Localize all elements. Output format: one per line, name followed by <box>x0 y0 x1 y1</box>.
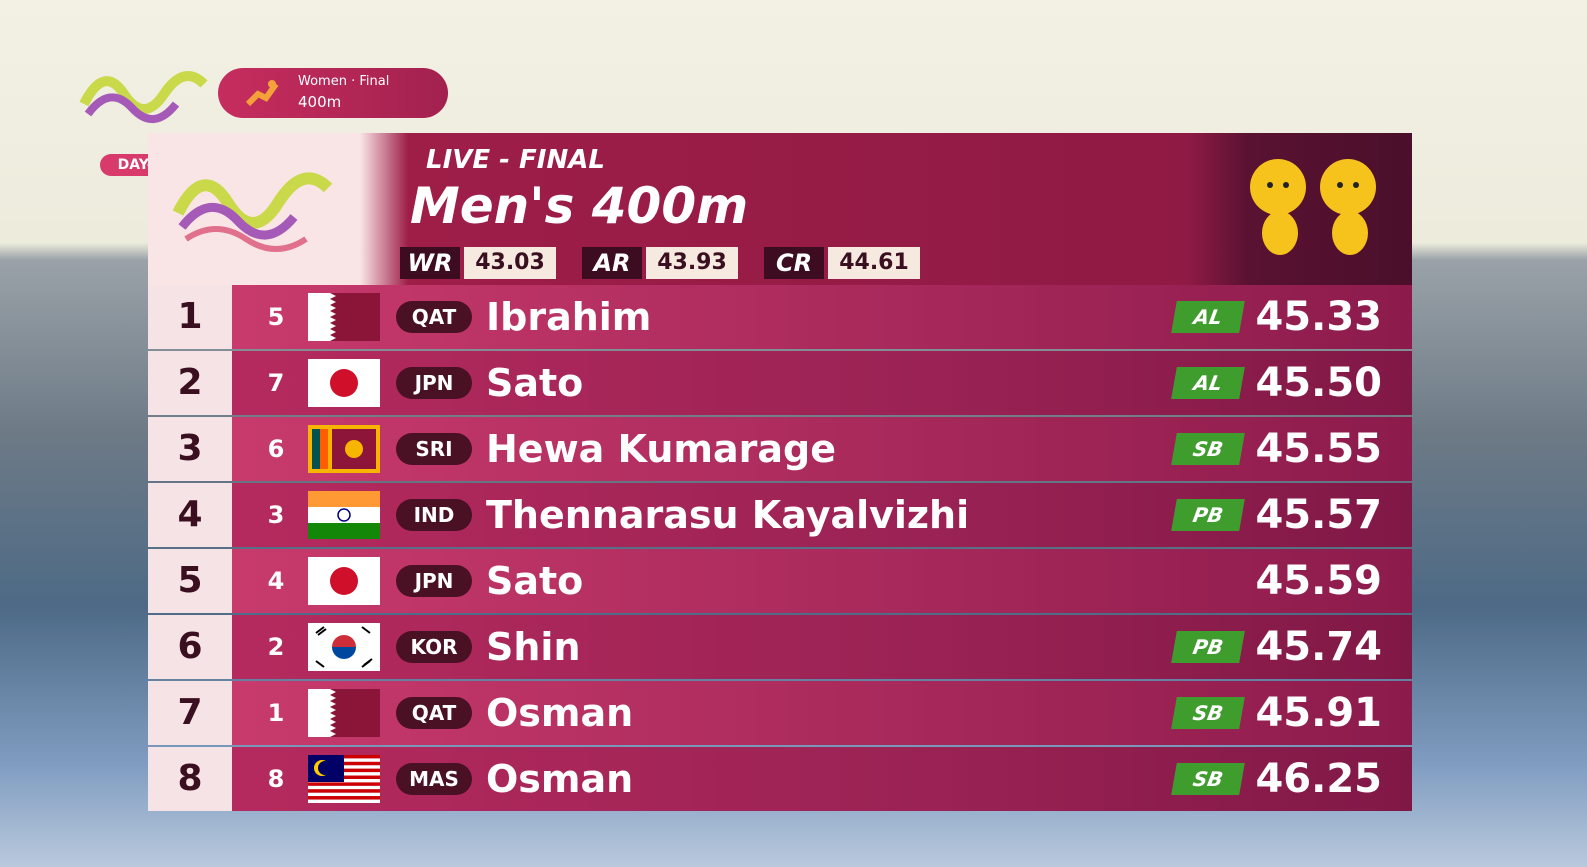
rank: 2 <box>148 351 232 415</box>
lane: 4 <box>267 567 285 595</box>
rank: 8 <box>148 747 232 811</box>
country-code: JPN <box>396 367 472 399</box>
record-value: 44.61 <box>828 247 920 279</box>
lane: 7 <box>267 369 285 397</box>
country-code: SRI <box>396 433 472 465</box>
time: 45.55 <box>1255 426 1382 472</box>
result-row: 7 1 QAT Osman SB 45.91 <box>148 681 1412 747</box>
flag <box>308 491 380 539</box>
event-tag: Women · Final 400m <box>218 68 448 118</box>
flag <box>308 293 380 341</box>
rank: 4 <box>148 483 232 547</box>
lane: 3 <box>267 501 285 529</box>
time: 45.57 <box>1255 492 1382 538</box>
athlete-name: Ibrahim <box>486 295 652 339</box>
flag <box>308 425 380 473</box>
record-value: 43.03 <box>464 247 556 279</box>
athlete-name: Osman <box>486 757 634 801</box>
result-row: 4 3 IND Thennarasu Kayalvizhi PB 45.57 <box>148 483 1412 549</box>
rank: 3 <box>148 417 232 481</box>
result-row: 5 4 JPN Sato 45.59 <box>148 549 1412 615</box>
lane: 8 <box>267 765 285 793</box>
time: 45.74 <box>1255 624 1382 670</box>
result-row: 1 5 QAT Ibrahim AL 45.33 <box>148 285 1412 351</box>
flag <box>308 623 380 671</box>
result-row: 8 8 MAS Osman SB 46.25 <box>148 747 1412 813</box>
record-label: AR <box>582 247 642 279</box>
event-title: Men's 400m <box>410 177 749 235</box>
record-mark: SB <box>1171 433 1245 465</box>
athlete-name: Shin <box>486 625 581 669</box>
flag <box>308 557 380 605</box>
results-board: LIVE - FINAL Men's 400m WR 43.03 AR 43.93 CR… <box>148 133 1412 813</box>
country-code: MAS <box>396 763 472 795</box>
rank: 5 <box>148 549 232 613</box>
time: 45.59 <box>1255 558 1382 604</box>
logo <box>172 172 333 252</box>
event-tag-line1: Women · Final <box>298 74 390 89</box>
lane: 1 <box>267 699 285 727</box>
athlete-name: Sato <box>486 361 584 405</box>
lane: 5 <box>267 303 285 331</box>
logo-small <box>79 71 208 123</box>
lane: 6 <box>267 435 285 463</box>
runner-icon <box>245 80 279 107</box>
result-row: 2 7 JPN Sato AL 45.50 <box>148 351 1412 417</box>
event-tag-line2: 400m <box>298 93 342 111</box>
record-mark: PB <box>1171 499 1245 531</box>
rank: 1 <box>148 285 232 349</box>
athlete-name: Sato <box>486 559 584 603</box>
record-mark: AL <box>1171 367 1245 399</box>
record-mark: PB <box>1171 631 1245 663</box>
time: 45.91 <box>1255 690 1382 736</box>
record-label: CR <box>764 247 824 279</box>
board-header: LIVE - FINAL Men's 400m WR 43.03 AR 43.93 CR… <box>148 133 1412 285</box>
lane: 2 <box>267 633 285 661</box>
record-value: 43.93 <box>646 247 738 279</box>
country-code: QAT <box>396 301 472 333</box>
country-code: JPN <box>396 565 472 597</box>
athlete-name: Thennarasu Kayalvizhi <box>486 493 970 537</box>
flag <box>308 359 380 407</box>
result-row: 6 2 KOR Shin PB 45.74 <box>148 615 1412 681</box>
mascots <box>1250 159 1376 255</box>
rank: 7 <box>148 681 232 745</box>
time: 46.25 <box>1255 756 1382 802</box>
record-mark: AL <box>1171 301 1245 333</box>
status: LIVE - FINAL <box>426 145 605 175</box>
athlete-name: Hewa Kumarage <box>486 427 836 471</box>
rank: 6 <box>148 615 232 679</box>
record-mark: SB <box>1171 697 1245 729</box>
athlete-name: Osman <box>486 691 634 735</box>
flag <box>308 755 380 803</box>
result-row: 3 6 SRI Hewa Kumarage SB 45.55 <box>148 417 1412 483</box>
time: 45.33 <box>1255 294 1382 340</box>
country-code: IND <box>396 499 472 531</box>
record-label: WR <box>400 247 460 279</box>
time: 45.50 <box>1255 360 1382 406</box>
flag <box>308 689 380 737</box>
country-code: QAT <box>396 697 472 729</box>
country-code: KOR <box>396 631 472 663</box>
record-mark: SB <box>1171 763 1245 795</box>
